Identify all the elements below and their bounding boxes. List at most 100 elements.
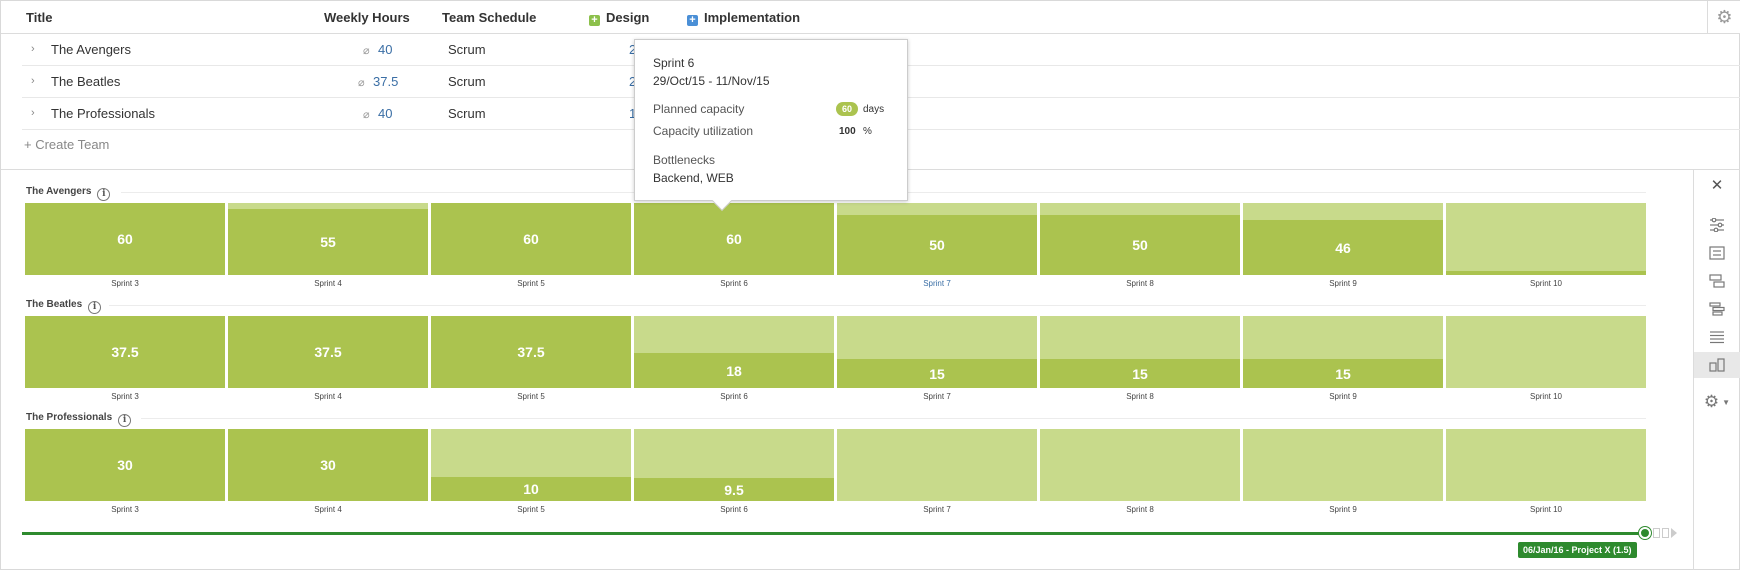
team-capacity-label: The Beatles i [26,299,102,314]
design-value[interactable]: 1 [629,106,637,121]
weekly-hours-value[interactable]: 37.5 [373,74,399,89]
sprint-capacity-cell[interactable]: 30 Sprint 3 [25,429,225,514]
sprint-label: Sprint 4 [314,279,342,288]
hierarchy-icon[interactable] [1694,268,1740,294]
implementation-plus-icon: + [687,15,698,26]
sprint-capacity-cell[interactable]: 50 Sprint 7 [837,203,1037,288]
sprint-capacity-value: 15 [1335,365,1351,382]
sprint-capacity-cell[interactable]: Sprint 7 [837,429,1037,514]
sprint-capacity-cell[interactable]: Sprint 8 [1040,429,1240,514]
list-view-icon[interactable] [1694,240,1740,266]
info-icon[interactable]: i [88,301,102,314]
col-design[interactable]: + Design [589,10,649,26]
design-plus-icon: + [589,15,600,26]
sprint-capacity-cell[interactable]: 37.5 Sprint 5 [431,316,631,401]
sprint-capacity-cell[interactable]: 46 Sprint 9 [1243,203,1443,288]
col-implementation[interactable]: + Implementation [687,10,800,26]
timeline-marker[interactable] [1639,527,1651,539]
planned-capacity-fill [634,203,834,275]
weekly-hours-value[interactable]: 40 [378,42,393,57]
settings-icon[interactable]: ⚙ ▼ [1703,392,1731,411]
planned-capacity-pill: 60 [836,102,858,116]
sprint-capacity-value: 37.5 [517,344,545,360]
sprint-label: Sprint 7 [923,392,951,401]
sprint-capacity-cell[interactable]: 55 Sprint 4 [228,203,428,288]
team-schedule-value[interactable]: Scrum [448,74,486,89]
sprint-capacity-cell[interactable]: 15 Sprint 7 [837,316,1037,401]
close-icon[interactable]: ✕ [1710,177,1724,194]
sprint-label: Sprint 3 [111,505,139,514]
sprint-capacity-cell[interactable]: 60 Sprint 3 [25,203,225,288]
sprint-capacity-cell[interactable]: 15 Sprint 9 [1243,316,1443,401]
info-icon[interactable]: i [118,414,132,427]
sprint-capacity-value: 9.5 [724,481,744,498]
timeline-track[interactable] [22,532,1646,535]
team-separator [141,418,1646,419]
sprint-label: Sprint 8 [1126,279,1154,288]
info-icon[interactable]: i [97,188,111,201]
design-value[interactable]: 2 [629,42,637,57]
col-weekly-hours[interactable]: Weekly Hours [324,10,410,25]
timeline-ghost-marker [1653,528,1660,538]
team-schedule-value[interactable]: Scrum [448,106,486,121]
planned-capacity-fill [25,203,225,275]
sprint-capacity-cell[interactable]: Sprint 10 [1446,316,1646,401]
team-capacity-name: The Beatles [26,299,83,310]
planned-capacity-fill [431,203,631,275]
planned-capacity-fill [25,316,225,388]
sprint-capacity-value: 60 [117,231,133,247]
average-icon: ⌀ [363,45,370,57]
team-separator [109,305,1646,306]
capacity-view-icon[interactable] [1694,352,1740,378]
col-title[interactable]: Title [26,10,53,25]
team-capacity-label: The Avengers i [26,186,111,201]
timeline-release-badge[interactable]: 06/Jan/16 - Project X (1.5) [1518,542,1637,558]
team-capacity-label: The Professionals i [26,412,132,427]
sprint-capacity-cell[interactable]: 37.5 Sprint 4 [228,316,428,401]
sprint-capacity-cell[interactable]: 18 Sprint 6 [634,316,834,401]
planned-capacity-fill [431,477,631,501]
sprint-capacity-value: 37.5 [111,344,139,360]
col-team-schedule[interactable]: Team Schedule [442,10,537,25]
sprint-capacity-cell[interactable]: 50 Sprint 8 [1040,203,1240,288]
planned-capacity-fill [1446,271,1646,275]
sprint-capacity-cell[interactable]: Sprint 9 [1243,429,1443,514]
timeline-next-arrow-icon[interactable] [1671,528,1677,538]
sprint-capacity-cell[interactable]: 60 Sprint 5 [431,203,631,288]
sprint-capacity-cell[interactable]: 37.5 Sprint 3 [25,316,225,401]
design-value[interactable]: 2 [629,74,637,89]
utilization-value: 100 [839,126,856,137]
sprint-label: Sprint 8 [1126,505,1154,514]
sprint-label: Sprint 5 [517,505,545,514]
expand-chevron-icon[interactable]: › [31,43,35,55]
sprint-capacity-cell[interactable]: 9.5 Sprint 6 [634,429,834,514]
sprint-label: Sprint 5 [517,392,545,401]
tooltip-utilization-label: Capacity utilization [653,124,754,138]
weekly-hours-value[interactable]: 40 [378,106,393,121]
create-team-link[interactable]: + Create Team [24,137,110,152]
sprint-capacity-value: 50 [1132,237,1148,253]
sprint-capacity-cell[interactable]: Sprint 10 [1446,429,1646,514]
sprint-capacity-value: 18 [726,362,742,379]
table-settings-gear-icon[interactable]: ⚙ [1707,1,1740,34]
sprint-label: Sprint 7 [923,505,951,514]
sprint-capacity-cell[interactable]: 10 Sprint 5 [431,429,631,514]
sliders-icon[interactable] [1694,212,1740,238]
average-icon: ⌀ [363,109,370,121]
rows-icon[interactable] [1694,324,1740,350]
sprint-capacity-cell[interactable]: 30 Sprint 4 [228,429,428,514]
sprint-label: Sprint 5 [517,279,545,288]
tooltip-bottlenecks-label: Bottlenecks [653,153,716,167]
sprint-capacity-cell[interactable]: Sprint 10 [1446,203,1646,288]
expand-chevron-icon[interactable]: › [31,107,35,119]
sprint-label: Sprint 3 [111,279,139,288]
planned-capacity-fill [634,353,834,388]
expand-chevron-icon[interactable]: › [31,75,35,87]
team-name: The Beatles [51,74,121,89]
planned-capacity-fill [25,429,225,501]
team-schedule-value[interactable]: Scrum [448,42,486,57]
average-icon: ⌀ [358,77,365,89]
sprint-capacity-cell[interactable]: 15 Sprint 8 [1040,316,1240,401]
sprint-capacity-cell[interactable]: 60 Sprint 6 [634,203,834,288]
tree-icon[interactable] [1694,296,1740,322]
